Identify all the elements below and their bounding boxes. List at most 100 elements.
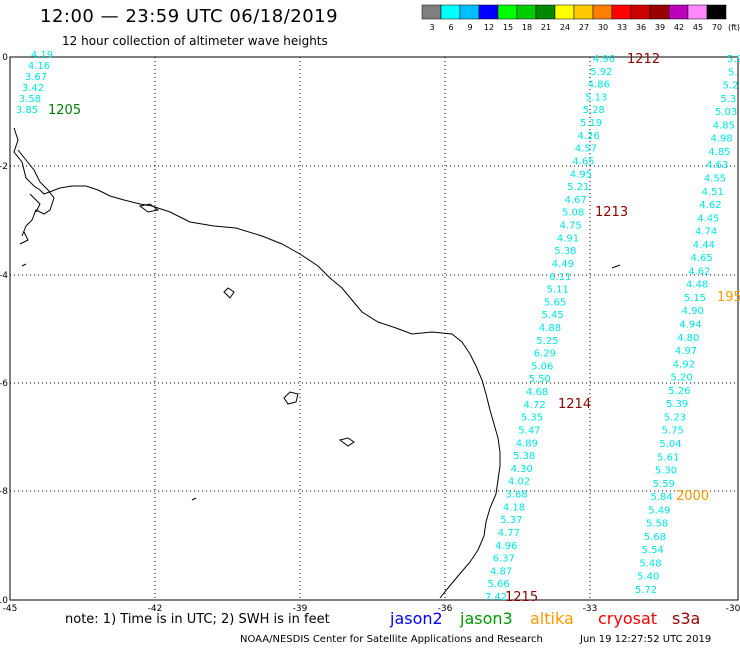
wave-height-value: 3.85 [16, 105, 38, 116]
wave-height-value: 4.75 [559, 221, 581, 232]
wave-height-value: 5.50 [529, 374, 551, 385]
wave-height-value: 5.9 [727, 54, 740, 65]
footer-note: note: 1) Time is in UTC; 2) SWH is in fe… [65, 612, 330, 627]
colorbar-swatch [421, 4, 442, 20]
wave-height-value: 5.03 [715, 107, 737, 118]
wave-height-value: 4.94 [679, 320, 701, 331]
satellite-legend-jason3: jason3 [460, 609, 513, 628]
time-labels: 1205 1212 1213 1214 1215 195 2000 [48, 52, 740, 605]
colorbar-label: 42 [674, 23, 684, 32]
subtitle: 12 hour collection of altimeter wave hei… [62, 34, 328, 48]
island [138, 203, 160, 213]
colorbar-label: 27 [579, 23, 589, 32]
wave-height-value: 4.62 [688, 266, 710, 277]
wave-height-value: 4.88 [539, 323, 561, 334]
wave-height-value: 4.26 [577, 131, 599, 142]
lat-label: -8 [0, 487, 8, 497]
wave-height-value: 6.37 [493, 554, 515, 565]
wave-height-value: 4.16 [28, 61, 50, 72]
wave-height-value: 4.48 [686, 280, 708, 291]
satellite-legend-cryosat: cryosat [598, 609, 658, 628]
wave-height-value: 4.85 [713, 120, 735, 131]
colorbar-swatch [706, 4, 727, 20]
grid [10, 57, 738, 600]
colorbar-swatch [630, 4, 651, 20]
pass-time-label: 1215 [505, 590, 538, 605]
wave-height-value: 4.96 [495, 541, 517, 552]
wave-height-value: 5.2 [723, 81, 739, 92]
wave-height-value: 5.45 [541, 310, 563, 321]
wave-height-value: 4.77 [498, 528, 520, 539]
island [611, 264, 621, 269]
wave-height-value: 4.72 [523, 400, 545, 411]
colorbar-label: 15 [503, 23, 513, 32]
colorbar-label: 33 [617, 23, 627, 32]
coastline [13, 127, 501, 599]
title: 12:00 — 23:59 UTC 06/18/2019 [40, 6, 339, 27]
colorbar-label: 36 [636, 23, 646, 32]
wave-height-value: 4.85 [708, 147, 730, 158]
wave-height-value: 4.98 [711, 134, 733, 145]
wave-height-value: 4.97 [675, 346, 697, 357]
pass-time-label: 1205 [48, 103, 81, 118]
lon-label: -33 [583, 604, 598, 614]
wave-height-value: 5.48 [639, 558, 661, 569]
colorbar: 3 6 9 12 15 18 21 24 27 30 33 36 39 42 45 70 (ft) [421, 4, 740, 32]
lat-label: -6 [0, 379, 8, 389]
wave-height-value: 4.62 [699, 200, 721, 211]
colorbar-label: 21 [541, 23, 551, 32]
wave-height-value: 5.06 [531, 361, 553, 372]
wave-height-value: 5.66 [487, 579, 509, 590]
wave-height-value: 4.87 [490, 566, 512, 577]
wave-height-value: 5.65 [544, 297, 566, 308]
lat-label: -4 [0, 271, 8, 281]
wave-height-value: 5.38 [554, 246, 576, 257]
wave-height-value: 5.15 [684, 293, 706, 304]
colorbar-swatch [687, 4, 708, 20]
colorbar-label: 24 [560, 23, 570, 32]
wave-height-value: 5.11 [547, 285, 569, 296]
track-values: 4.194.163.673.423.583.85 4.96 5.92 4.865.13… [16, 50, 740, 603]
wave-height-value: 5.04 [659, 439, 681, 450]
wave-height-value: 5.37 [500, 515, 522, 526]
wave-height-value: 4.51 [702, 187, 724, 198]
wave-height-value: 4.90 [682, 306, 704, 317]
wave-height-value: 4.19 [31, 50, 53, 61]
lon-label: -42 [148, 604, 163, 614]
colorbar-swatch [497, 4, 518, 20]
lat-label: 0 [2, 53, 8, 63]
colorbar-label: 70 [712, 23, 722, 32]
wave-height-value: 3.58 [19, 94, 41, 105]
colorbar-swatch [573, 4, 594, 20]
wave-height-value: 5.61 [657, 452, 679, 463]
wave-height-value: 5.84 [650, 492, 672, 503]
colorbar-label: 3 [429, 23, 434, 32]
colorbar-swatch [459, 4, 480, 20]
wave-height-value: 6.29 [534, 349, 556, 360]
lon-label: -45 [3, 604, 18, 614]
wave-height-value: 4.02 [508, 477, 530, 488]
lon-label: -30 [726, 604, 740, 614]
island [191, 497, 197, 501]
wave-height-value: 4.91 [557, 233, 579, 244]
colorbar-swatch [440, 4, 461, 20]
map-frame [9, 56, 739, 601]
colorbar-swatch [516, 4, 537, 20]
colorbar-swatch [592, 4, 613, 20]
satellite-legend-altika: altika [530, 609, 574, 628]
pass-time-label: 1214 [558, 397, 591, 412]
wave-height-value: 4.45 [697, 213, 719, 224]
axis-labels: -45 -42 -39 -36 -33 -30 0 -2 -4 -6 -8 -10 [0, 53, 740, 614]
wave-height-value: 5.25 [536, 336, 558, 347]
satellite-legend-jason2: jason2 [390, 609, 443, 628]
wave-height-value: 5.38 [513, 451, 535, 462]
wave-height-value: 4.86 [588, 80, 610, 91]
colorbar-label: 45 [693, 23, 703, 32]
wave-height-value: 4.55 [704, 173, 726, 184]
wave-height-value: 5.72 [635, 585, 657, 596]
colorbar-swatch [535, 4, 556, 20]
wave-height-value: 4.18 [503, 502, 525, 513]
colorbar-label: 9 [467, 23, 472, 32]
wave-height-value: 5.08 [562, 208, 584, 219]
